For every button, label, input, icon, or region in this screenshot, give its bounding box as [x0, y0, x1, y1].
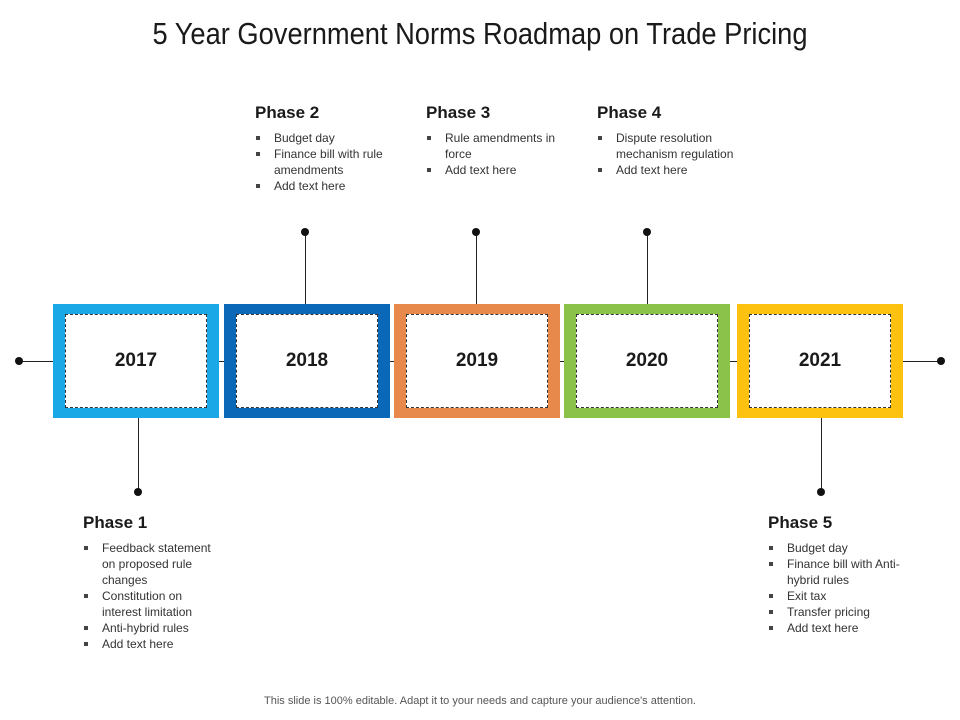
phase-items: Feedback statement on proposed rule chan…	[83, 540, 223, 652]
phase-item: Constitution on interest limitation	[83, 588, 223, 620]
phase-item: Exit tax	[768, 588, 908, 604]
phase-items: Budget day Finance bill with Anti-hybrid…	[768, 540, 908, 636]
phase-item: Add text here	[426, 162, 566, 178]
phase-item: Anti-hybrid rules	[83, 620, 223, 636]
phase-item: Add text here	[83, 636, 223, 652]
phase-4: Phase 4 Dispute resolution mechanism reg…	[597, 103, 737, 178]
year-box-2020: 2020	[564, 304, 730, 418]
connector-dot-phase-3	[472, 228, 480, 236]
phase-3: Phase 3 Rule amendments in force Add tex…	[426, 103, 566, 178]
year-box-2021: 2021	[737, 304, 903, 418]
connector-dot-phase-4	[643, 228, 651, 236]
year-box-2017: 2017	[53, 304, 219, 418]
phase-item: Budget day	[768, 540, 908, 556]
year-label: 2018	[236, 314, 378, 408]
footer-note: This slide is 100% editable. Adapt it to…	[264, 695, 696, 707]
phase-title: Phase 2	[255, 103, 320, 122]
year-label: 2019	[406, 314, 548, 408]
connector-phase-3	[476, 232, 477, 304]
year-label: 2017	[65, 314, 207, 408]
phase-items: Budget day Finance bill with rule amendm…	[255, 130, 395, 194]
connector-phase-2	[305, 232, 306, 304]
connector-phase-4	[647, 232, 648, 304]
phase-2: Phase 2 Budget day Finance bill with rul…	[255, 103, 395, 194]
phase-item: Feedback statement on proposed rule chan…	[83, 540, 223, 588]
phase-title: Phase 4	[597, 103, 662, 122]
connector-dot-phase-2	[301, 228, 309, 236]
phase-item: Add text here	[768, 620, 908, 636]
phase-item: Add text here	[255, 178, 395, 194]
year-box-2018: 2018	[224, 304, 390, 418]
phase-item: Budget day	[255, 130, 395, 146]
phase-item: Finance bill with Anti-hybrid rules	[768, 556, 908, 588]
phase-title: Phase 3	[426, 103, 491, 122]
phase-item: Dispute resolution mechanism regulation	[597, 130, 737, 162]
phase-item: Finance bill with rule amendments	[255, 146, 395, 178]
axis-start-dot	[15, 357, 23, 365]
phase-title: Phase 5	[768, 513, 833, 532]
connector-phase-5	[821, 418, 822, 492]
phase-items: Rule amendments in force Add text here	[426, 130, 566, 178]
phase-items: Dispute resolution mechanism regulation …	[597, 130, 737, 178]
slide-title: 5 Year Government Norms Roadmap on Trade…	[152, 16, 808, 51]
phase-item: Rule amendments in force	[426, 130, 566, 162]
connector-dot-phase-5	[817, 488, 825, 496]
year-label: 2021	[749, 314, 891, 408]
phase-item: Transfer pricing	[768, 604, 908, 620]
phase-item: Add text here	[597, 162, 737, 178]
phase-1: Phase 1 Feedback statement on proposed r…	[83, 513, 223, 652]
axis-end-dot	[937, 357, 945, 365]
year-label: 2020	[576, 314, 718, 408]
phase-title: Phase 1	[83, 513, 148, 532]
connector-dot-phase-1	[134, 488, 142, 496]
year-box-2019: 2019	[394, 304, 560, 418]
connector-phase-1	[138, 418, 139, 492]
phase-5: Phase 5 Budget day Finance bill with Ant…	[768, 513, 908, 636]
